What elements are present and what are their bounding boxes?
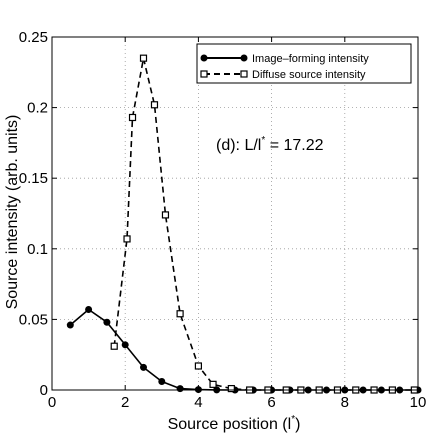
series-0-point <box>121 341 129 349</box>
series-0-point <box>176 385 184 393</box>
y-tick-label: 0.1 <box>27 241 48 258</box>
x-tick-label: 6 <box>267 394 275 411</box>
legend-label-diffuse: Diffuse source intensity <box>252 69 366 81</box>
legend-marker-diffuse-right <box>240 70 248 78</box>
y-tick-label: 0 <box>40 382 48 399</box>
series-1-point <box>123 235 131 243</box>
series-0-point <box>85 306 93 314</box>
series-1-point <box>209 380 217 388</box>
x-tick-label: 2 <box>121 394 129 411</box>
legend-marker-diffuse-left <box>200 70 208 78</box>
x-axis-label: Source position (l*) <box>168 414 301 433</box>
y-tick-label: 0.15 <box>19 170 48 187</box>
series-1-point <box>139 54 148 62</box>
plot-frame <box>51 36 419 391</box>
annotation: (d): L/l* = 17.22 <box>216 135 324 154</box>
x-axis-label-main: Source position (l <box>168 416 292 433</box>
y-axis-label: Source intensity (arb. units) <box>4 115 21 310</box>
series-1-point <box>128 113 137 122</box>
series-1-point <box>194 362 202 370</box>
y-tick-label: 0.2 <box>27 100 48 117</box>
series-1-point <box>176 310 184 318</box>
series-1-point <box>227 384 235 393</box>
series-1-line <box>113 57 415 391</box>
x-axis-label-sup: * <box>291 414 295 425</box>
series-0-point <box>158 378 166 386</box>
series-0-point <box>103 318 111 326</box>
legend-marker-image-forming-left <box>200 54 208 62</box>
legend-box <box>196 43 412 84</box>
series-0-point <box>66 321 74 329</box>
series-0-point <box>140 363 147 371</box>
grid <box>52 37 418 390</box>
y-tick-label: 0.25 <box>19 29 48 46</box>
x-axis-label-close: ) <box>295 416 300 433</box>
legend-marker-image-forming-right <box>240 54 248 62</box>
series-1-point <box>150 101 159 109</box>
annotation-suffix: = 17.22 <box>265 137 323 154</box>
y-tick-label: 0.05 <box>19 311 48 328</box>
series-1-point <box>161 211 170 219</box>
legend: Image–forming intensity Diffuse source i… <box>196 43 412 84</box>
legend-label-image-forming: Image–forming intensity <box>252 53 369 65</box>
x-tick-label: 4 <box>194 394 202 411</box>
ticks: 0 2 4 6 8 10 0 0.05 0.1 0.15 0.2 0.25 <box>19 29 427 411</box>
series-1-point <box>110 342 118 350</box>
annotation-prefix: (d): L/l <box>216 137 261 154</box>
annotation-sup: * <box>261 135 265 146</box>
x-tick-label: 10 <box>410 394 427 411</box>
x-tick-label: 8 <box>341 394 349 411</box>
x-tick-label: 0 <box>48 394 56 411</box>
